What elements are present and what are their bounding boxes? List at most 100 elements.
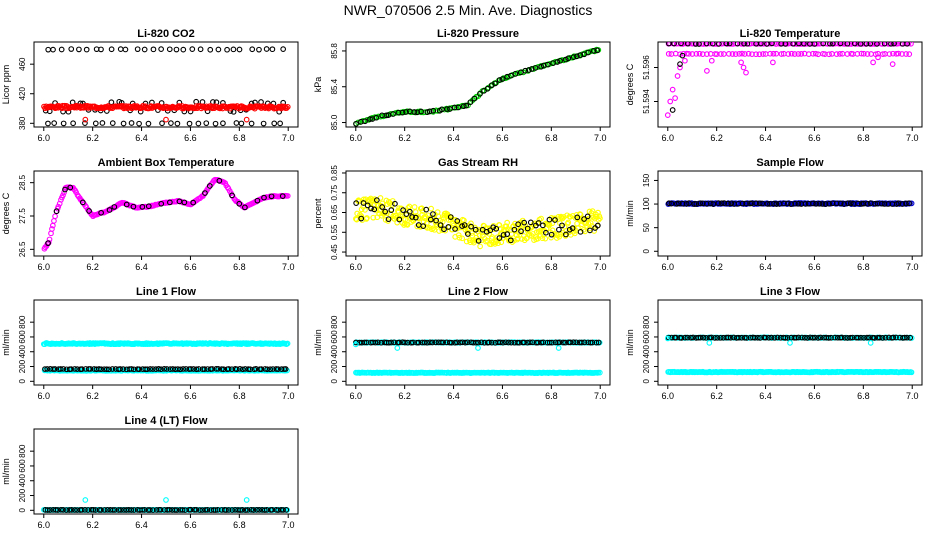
point-black xyxy=(193,506,200,513)
point-black xyxy=(195,366,202,372)
point-reference-high xyxy=(117,46,124,52)
point-black xyxy=(590,48,597,54)
y-tick-label: 600 xyxy=(330,330,339,344)
point-yellow xyxy=(463,238,470,245)
point-black xyxy=(67,184,74,191)
x-tick-label: 7.0 xyxy=(594,133,607,143)
point-black xyxy=(392,200,398,207)
point-black xyxy=(229,507,236,513)
point-black xyxy=(109,366,116,372)
point-black xyxy=(532,65,539,71)
point-reference-low xyxy=(82,120,88,126)
point-magenta-mid xyxy=(795,51,802,57)
point-black xyxy=(781,200,787,207)
x-tick-label: 6.6 xyxy=(496,391,509,401)
point-black xyxy=(774,334,781,341)
point-black xyxy=(88,506,95,513)
point-black xyxy=(578,339,585,346)
point-cyan-dips xyxy=(664,335,671,342)
x-tick-label: 7.0 xyxy=(906,133,919,143)
point-black xyxy=(216,177,223,184)
point-black xyxy=(708,334,715,341)
y-tick-label: 200 xyxy=(18,359,27,373)
x-tick-label: 6.8 xyxy=(857,133,870,143)
point-black xyxy=(700,200,706,207)
point-reference-high xyxy=(68,46,75,52)
point-black xyxy=(903,200,909,207)
point-black xyxy=(528,66,535,72)
plot-frame xyxy=(345,170,611,257)
y-tick-label: 800 xyxy=(18,444,27,458)
point-magenta-mid xyxy=(788,50,795,57)
x-tick-label: 6.4 xyxy=(135,520,148,530)
point-yellow xyxy=(404,222,411,228)
point-black-upper xyxy=(769,42,775,47)
point-black xyxy=(573,339,580,346)
data-points xyxy=(352,339,603,376)
point-black xyxy=(684,334,691,341)
point-black-upper xyxy=(726,42,733,47)
point-black xyxy=(117,507,124,513)
point-black xyxy=(239,366,246,373)
point-magenta xyxy=(52,213,58,220)
point-black xyxy=(703,334,709,341)
point-black xyxy=(44,507,51,513)
point-black xyxy=(190,199,197,206)
point-black xyxy=(375,339,381,346)
x-tick-label: 6.0 xyxy=(38,391,51,401)
point-black xyxy=(484,85,491,92)
point-black xyxy=(676,200,682,207)
y-tick-label: 600 xyxy=(642,330,651,344)
point-scattered xyxy=(708,57,715,64)
point-yellow xyxy=(398,205,405,212)
chart-temperature: Li-820 Temperature degrees C 6.0 6.2 6.4 6.6 6… xyxy=(625,28,923,143)
point-reference-high xyxy=(236,46,243,53)
point-reference-low xyxy=(45,120,51,127)
y-axis-label: ml/min xyxy=(625,200,635,227)
chart-title: Li-820 Pressure xyxy=(437,28,519,40)
point-black xyxy=(440,339,447,346)
point-yellow xyxy=(354,210,361,217)
point-magenta-mid xyxy=(693,50,700,57)
point-black xyxy=(68,366,74,372)
point-black xyxy=(683,201,690,207)
point-black xyxy=(901,334,908,341)
y-tick-label: 400 xyxy=(18,474,27,488)
point-cyan-upper xyxy=(244,341,250,348)
point-black xyxy=(570,339,577,346)
x-tick-label: 6.6 xyxy=(808,262,821,272)
point-black xyxy=(52,366,58,372)
point-black xyxy=(444,106,450,112)
point-scattered xyxy=(682,57,688,64)
point-black xyxy=(193,366,200,373)
chart-box_temp: Ambient Box Temperature degrees C 6.0 6.2 6.… xyxy=(1,157,299,272)
point-black xyxy=(242,204,248,211)
point-black xyxy=(593,339,600,346)
point-black-upper xyxy=(888,42,894,47)
point-black xyxy=(147,366,154,372)
point-magenta-mid xyxy=(749,51,755,58)
point-black xyxy=(68,506,75,513)
point-black xyxy=(574,214,581,221)
point-black xyxy=(71,366,78,372)
point-magenta-mid xyxy=(791,51,798,57)
point-reference-low xyxy=(109,120,116,126)
point-black xyxy=(430,211,436,217)
point-black xyxy=(686,200,692,206)
point-black xyxy=(459,223,465,229)
point-black xyxy=(215,366,222,372)
point-black xyxy=(845,200,851,207)
point-black xyxy=(101,507,108,513)
x-tick-label: 7.0 xyxy=(906,262,919,272)
point-black xyxy=(477,91,483,97)
point-black xyxy=(71,507,78,513)
point-black xyxy=(527,339,533,346)
point-magenta-upper xyxy=(738,42,745,47)
point-black-upper xyxy=(734,42,741,47)
point-black xyxy=(505,339,512,346)
point-black xyxy=(822,201,829,207)
point-black xyxy=(493,225,500,232)
point-black xyxy=(212,507,219,513)
point-black-upper xyxy=(723,42,730,47)
y-tick-label: 85.4 xyxy=(330,78,339,94)
